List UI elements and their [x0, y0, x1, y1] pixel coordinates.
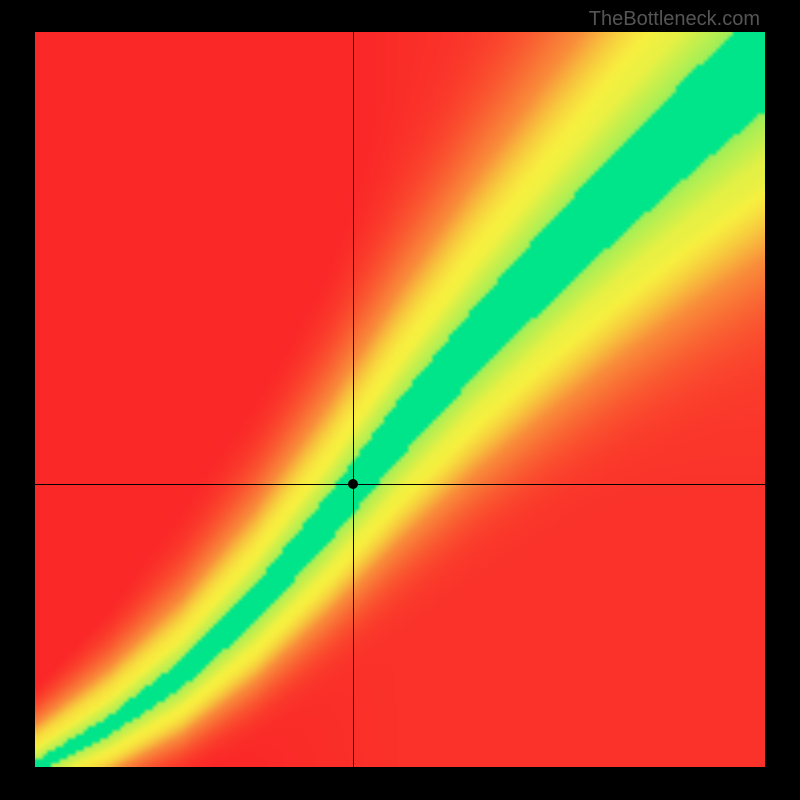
crosshair-vertical	[353, 32, 354, 767]
bottleneck-marker	[348, 479, 358, 489]
crosshair-horizontal	[35, 484, 765, 485]
heatmap-plot	[35, 32, 765, 767]
heatmap-canvas	[35, 32, 765, 767]
watermark-text: TheBottleneck.com	[589, 8, 760, 31]
